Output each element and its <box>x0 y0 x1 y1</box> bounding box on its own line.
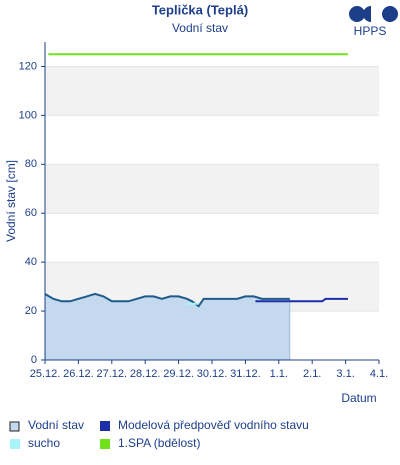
legend-label: Modelová předpověď vodního stavu <box>118 418 309 432</box>
y-tick-label: 40 <box>25 256 37 268</box>
x-tick-label: 4.1. <box>370 368 388 380</box>
x-tick-label: 26.12. <box>63 368 94 380</box>
x-tick-label: 27.12. <box>97 368 128 380</box>
legend-icon <box>100 421 110 431</box>
y-tick-label: 120 <box>19 60 37 72</box>
logo-shape <box>349 6 365 22</box>
x-tick-label: 31.12. <box>230 368 261 380</box>
y-tick-label: 20 <box>25 305 37 317</box>
y-tick-label: 0 <box>31 354 37 366</box>
chart-subtitle: Vodní stav <box>172 21 228 35</box>
x-tick-label: 28.12. <box>130 368 161 380</box>
logo-text: HPPS <box>354 24 387 38</box>
legend-icon <box>10 439 20 449</box>
y-tick-label: 80 <box>25 158 37 170</box>
area <box>44 293 291 361</box>
series-line <box>255 297 348 303</box>
logo: HPPS <box>349 6 398 38</box>
y-axis-label: Vodní stav [cm] <box>4 160 18 242</box>
logo-shape <box>382 6 398 22</box>
legend-label: sucho <box>28 436 60 450</box>
x-axis-label: Datum <box>341 391 376 405</box>
grid-band <box>45 66 379 116</box>
legend-label: 1.SPA (bdělost) <box>118 436 201 450</box>
x-tick-label: 25.12. <box>30 368 61 380</box>
chart-title: Teplička (Teplá) <box>152 2 248 17</box>
x-tick-label: 29.12. <box>163 368 194 380</box>
x-tick-label: 3.1. <box>336 368 354 380</box>
y-tick-label: 60 <box>25 207 37 219</box>
legend-label: Vodní stav <box>28 418 84 432</box>
grid-band <box>45 164 379 214</box>
logo-shape <box>363 6 371 22</box>
series-line <box>44 292 290 308</box>
y-tick-label: 100 <box>19 109 37 121</box>
legend-icon <box>9 421 20 432</box>
x-tick-label: 1.1. <box>270 368 288 380</box>
legend-icon <box>100 439 110 449</box>
x-tick-label: 30.12. <box>197 368 228 380</box>
x-tick-label: 2.1. <box>303 368 321 380</box>
